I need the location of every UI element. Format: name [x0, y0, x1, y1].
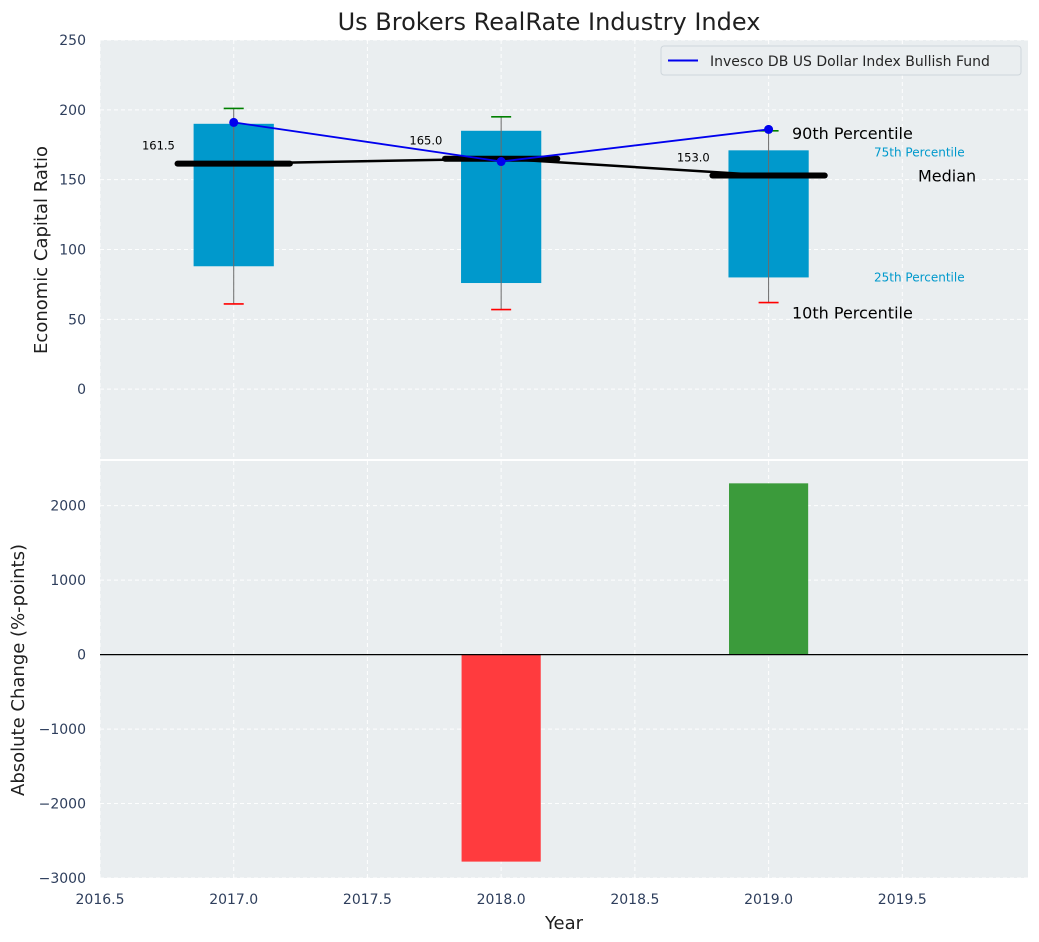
bottom-y-tick-label: −1000 [39, 722, 86, 738]
x-axis-label: Year [544, 913, 584, 934]
top-y-tick-label: 50 [68, 312, 86, 328]
chart-title: Us Brokers RealRate Industry Index [338, 8, 761, 36]
top-y-tick-label: 150 [59, 173, 86, 189]
median-value-label: 161.5 [142, 139, 175, 153]
annotation-p90: 90th Percentile [792, 124, 913, 143]
change-bar-2018 [461, 654, 541, 862]
annotation-median: Median [918, 166, 976, 185]
legend: Invesco DB US Dollar Index Bullish Fund [660, 45, 1022, 76]
series-point [496, 157, 506, 167]
top-y-tick-label: 0 [77, 382, 86, 398]
series-point [764, 124, 774, 134]
change-bar-2019 [729, 483, 809, 655]
x-tick-label: 2019.5 [878, 892, 927, 908]
x-tick-label: 2017.0 [209, 892, 258, 908]
top-y-axis-label: Economic Capital Ratio [31, 146, 52, 354]
bottom-y-tick-label: −3000 [39, 871, 86, 887]
x-tick-label: 2018.5 [610, 892, 659, 908]
top-panel: 0 50 100 150 200 250 161.5 165.0 153.0 90th Perce… [59, 33, 1028, 459]
annotation-p10: 10th Percentile [792, 304, 913, 323]
legend-box [660, 45, 1022, 76]
bottom-y-tick-label: 2000 [50, 499, 86, 515]
top-y-tick-label: 250 [59, 33, 86, 49]
bottom-plot-area [100, 461, 1028, 878]
median-value-label: 165.0 [409, 134, 442, 148]
bottom-y-axis-label: Absolute Change (%-points) [8, 544, 29, 796]
x-tick-label: 2019.0 [744, 892, 793, 908]
median-value-label: 153.0 [677, 150, 710, 164]
top-y-tick-label: 100 [59, 243, 86, 259]
bottom-y-tick-label: 1000 [50, 573, 86, 589]
legend-entry: Invesco DB US Dollar Index Bullish Fund [710, 54, 990, 70]
bottom-y-tick-label: −2000 [39, 797, 86, 813]
series-point [229, 117, 239, 127]
x-tick-label: 2017.5 [343, 892, 392, 908]
annotation-p75: 75th Percentile [874, 145, 965, 159]
x-tick-label: 2016.5 [76, 892, 125, 908]
top-y-tick-label: 200 [59, 103, 86, 119]
bottom-y-tick-label: 0 [77, 648, 86, 664]
x-tick-label: 2018.0 [477, 892, 526, 908]
bottom-panel: −3000 −2000 −1000 0 1000 2000 2016.5 2017.0 2017… [39, 459, 1028, 908]
annotation-p25: 25th Percentile [874, 270, 965, 284]
